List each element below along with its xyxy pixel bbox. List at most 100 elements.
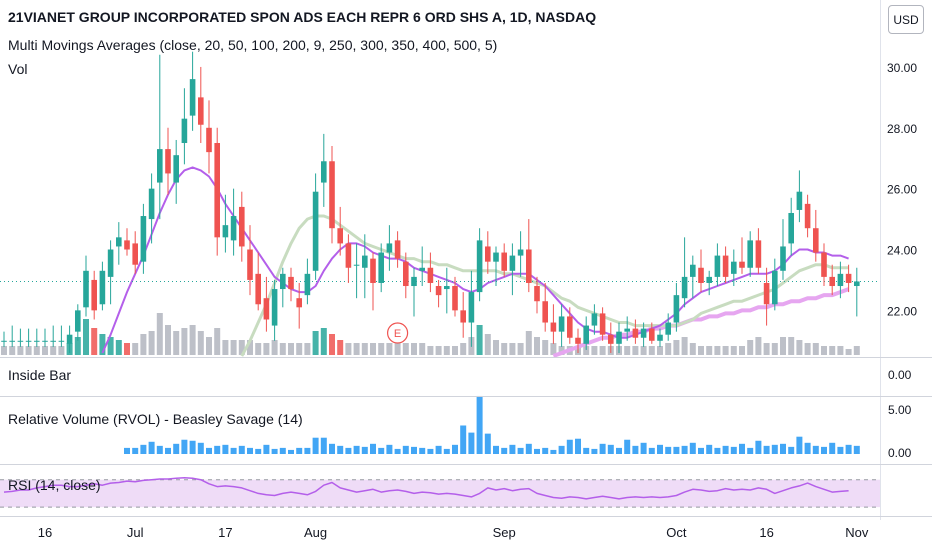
candle-body [321, 161, 327, 183]
candle-body [124, 240, 130, 250]
candle-body [829, 276, 835, 287]
pane-divider[interactable] [0, 464, 932, 465]
volume-bar [99, 334, 106, 355]
pane-divider[interactable] [0, 516, 932, 517]
candle-body [329, 161, 335, 229]
volume-bar [763, 343, 770, 355]
candle-body [608, 334, 614, 344]
candle-body [476, 240, 483, 293]
candle-body [189, 79, 196, 116]
rvol-bar [353, 445, 360, 454]
candle-body [640, 328, 647, 338]
rvol-bar [747, 447, 754, 454]
candle-body [107, 249, 114, 277]
volume-bar [320, 328, 327, 355]
rvol-bar [575, 438, 581, 454]
candle-body [99, 270, 106, 305]
volume-bar [657, 346, 663, 355]
ma-indicator-label[interactable]: Multi Movings Averages (close, 20, 50, 1… [8, 37, 498, 53]
rvol-bar [583, 447, 590, 454]
candle-body [435, 286, 442, 296]
rvol-bar [419, 447, 426, 454]
rvol-bar [320, 437, 327, 454]
rvol-bar [156, 445, 163, 454]
rvol-label[interactable]: Relative Volume (RVOL) - Beasley Savage … [8, 411, 303, 427]
candle-body [296, 298, 302, 308]
earnings-marker-label: E [394, 328, 401, 340]
candle-body [854, 281, 860, 287]
candle-body [567, 316, 573, 338]
volume-bar [33, 346, 40, 355]
candle-body [288, 276, 294, 290]
candle-body [140, 216, 147, 262]
candle-body [690, 264, 696, 277]
volume-bar [427, 346, 434, 355]
candle-body [148, 188, 155, 220]
currency-button[interactable]: USD [888, 5, 924, 34]
volume-bar [296, 343, 303, 355]
volume-bar [681, 337, 688, 355]
candle-body [837, 273, 844, 287]
earnings-marker [387, 322, 409, 344]
rvol-bar [689, 442, 696, 454]
volume-bar [493, 340, 499, 355]
candle-body [58, 340, 65, 342]
volume-bar [271, 340, 278, 355]
candle-body [550, 322, 557, 332]
volume-bar [206, 337, 212, 355]
time-tick-label: Jul [127, 525, 144, 540]
candle-body [370, 258, 376, 283]
candle-body [657, 334, 663, 341]
candle-body [534, 286, 540, 302]
volume-bar [419, 343, 426, 355]
candle-body [583, 325, 589, 344]
volume-bar [107, 337, 114, 355]
rvol-bar [829, 442, 836, 454]
candle-body [419, 267, 425, 271]
rvol-bar [550, 449, 557, 454]
rvol-bar [821, 446, 827, 454]
rvol-bar [124, 447, 130, 454]
candle-body [206, 127, 212, 153]
rvol-bar [165, 447, 171, 454]
rvol-bar [452, 444, 458, 454]
candle-body [255, 273, 261, 305]
candle-body [17, 340, 24, 342]
volume-bar [484, 334, 491, 355]
candle-body [624, 328, 630, 332]
candle-body [575, 337, 581, 344]
volume-bar [230, 340, 237, 355]
rvol-bar [312, 437, 319, 454]
candle-body [772, 270, 778, 305]
volume-bar [435, 346, 442, 355]
candle-body [280, 273, 286, 290]
rvol-bar [853, 445, 860, 454]
rsi-label[interactable]: RSI (14, close) [8, 477, 101, 493]
candle-body [706, 276, 712, 283]
rvol-bar [517, 447, 524, 454]
inside-bar-label[interactable]: Inside Bar [8, 367, 72, 383]
volume-bar [50, 346, 57, 355]
volume-bar [771, 343, 778, 355]
pane-divider[interactable] [0, 357, 932, 358]
rvol-bar [247, 447, 253, 454]
rvol-bar [648, 447, 655, 454]
rvol-axis-label: 0.00 [888, 446, 912, 460]
rvol-bar [632, 445, 639, 454]
volume-bar [714, 346, 721, 355]
volume-bar [640, 346, 647, 355]
volume-indicator-label[interactable]: Vol [8, 61, 28, 77]
volume-bar [42, 346, 48, 355]
chart-title: 21VIANET GROUP INCORPORATED SPON ADS EAC… [8, 9, 597, 25]
candle-body [681, 276, 688, 299]
candle-body [222, 225, 229, 238]
pane-divider[interactable] [0, 396, 932, 397]
rvol-bar [394, 448, 401, 454]
rvol-bar [132, 447, 139, 454]
candle-body [165, 149, 171, 174]
candle-body [722, 255, 729, 277]
rvol-bar [755, 440, 762, 454]
ma-line-purple [101, 166, 849, 354]
rvol-bar [509, 444, 516, 454]
